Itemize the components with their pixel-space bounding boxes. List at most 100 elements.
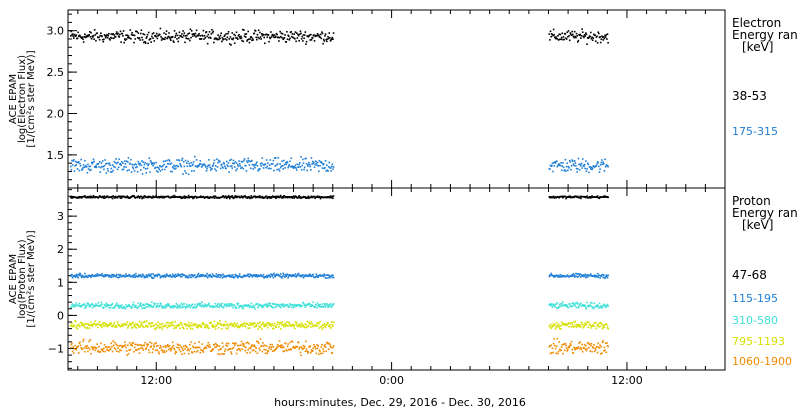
proton-data-point — [239, 325, 242, 328]
electron-data-point — [322, 163, 325, 165]
proton-data-point — [156, 324, 159, 327]
proton-data-point — [551, 306, 554, 308]
proton-data-point — [149, 346, 152, 349]
electron-data-point — [572, 35, 575, 38]
proton-data-point — [557, 350, 560, 353]
electron-data-point — [292, 36, 295, 39]
proton-data-point — [563, 343, 565, 345]
electron-data-point — [146, 35, 148, 38]
proton-data-point — [553, 338, 556, 340]
proton-data-point — [104, 350, 106, 353]
electron-data-point — [70, 30, 73, 33]
proton-data-point — [216, 321, 219, 324]
proton-data-point — [79, 344, 82, 347]
proton-data-point — [241, 304, 243, 307]
proton-data-point — [330, 196, 333, 199]
proton-data-point — [233, 322, 236, 324]
proton-data-point — [330, 326, 332, 329]
proton-data-point — [318, 322, 320, 325]
proton-data-point — [114, 326, 117, 329]
proton-data-point — [169, 305, 172, 308]
proton-data-point — [278, 304, 280, 307]
proton-data-point — [596, 275, 598, 277]
proton-data-point — [91, 273, 94, 276]
electron-data-point — [208, 164, 211, 166]
proton-data-point — [272, 324, 275, 327]
proton-data-point — [281, 324, 283, 326]
proton-data-point — [171, 276, 173, 278]
proton-data-point — [290, 275, 292, 278]
proton-data-point — [586, 341, 589, 344]
electron-data-point — [595, 36, 598, 38]
electron-data-point — [208, 36, 210, 39]
electron-data-point — [270, 36, 273, 38]
electron-data-point — [151, 35, 153, 38]
proton-data-point — [126, 354, 129, 356]
proton-data-point — [94, 320, 97, 322]
electron-data-point — [76, 161, 78, 164]
proton-data-point — [73, 324, 76, 327]
electron-data-point — [144, 161, 146, 164]
proton-data-point — [241, 307, 244, 310]
proton-data-point — [580, 197, 582, 200]
proton-data-point — [135, 323, 137, 325]
proton-data-point — [219, 304, 221, 307]
proton-data-point — [260, 274, 262, 276]
proton-data-point — [119, 349, 121, 351]
proton-data-point — [576, 195, 579, 198]
proton-data-point — [286, 345, 289, 348]
proton-data-point — [562, 352, 564, 355]
proton-data-point — [594, 321, 597, 324]
proton-data-point — [120, 195, 122, 198]
proton-data-point — [77, 196, 80, 199]
proton-data-point — [588, 195, 591, 198]
proton-data-point — [87, 347, 90, 349]
proton-data-point — [102, 275, 105, 277]
proton-data-point — [151, 196, 154, 199]
electron-data-point — [303, 37, 305, 40]
proton-data-point — [111, 195, 113, 198]
electron-data-point — [228, 38, 230, 40]
proton-data-point — [101, 303, 103, 306]
proton-data-point — [269, 324, 272, 326]
electron-data-point — [235, 162, 238, 164]
electron-data-point — [549, 30, 552, 33]
proton-data-point — [596, 196, 598, 199]
proton-data-point — [185, 324, 187, 327]
proton-data-point — [297, 273, 299, 276]
proton-data-point — [86, 345, 89, 347]
electron-data-point — [102, 40, 105, 43]
proton-data-point — [158, 304, 161, 307]
proton-data-point — [607, 274, 609, 277]
electron-data-point — [189, 28, 192, 31]
proton-data-point — [560, 305, 563, 308]
proton-data-point — [123, 275, 125, 277]
proton-data-point — [89, 196, 92, 199]
proton-data-point — [254, 275, 257, 278]
electron-data-point — [309, 165, 312, 168]
proton-data-point — [222, 345, 224, 348]
proton-data-point — [295, 323, 297, 326]
proton-data-point — [138, 326, 140, 328]
electron-data-point — [262, 167, 265, 169]
proton-data-point — [80, 347, 82, 349]
proton-data-point — [293, 305, 296, 308]
proton-legend-item: 795-1193 — [732, 335, 785, 348]
proton-data-point — [183, 352, 186, 355]
electron-data-point — [571, 159, 574, 161]
proton-data-point — [158, 196, 160, 199]
proton-data-point — [205, 304, 207, 307]
electron-data-point — [213, 159, 216, 162]
proton-data-point — [163, 351, 166, 354]
proton-data-point — [259, 275, 261, 277]
proton-data-point — [187, 194, 190, 197]
proton-data-point — [252, 349, 255, 351]
proton-data-point — [598, 302, 601, 305]
electron-data-point — [159, 27, 162, 30]
proton-data-point — [105, 302, 108, 305]
proton-data-point — [311, 349, 314, 352]
proton-data-point — [576, 303, 579, 305]
proton-data-point — [103, 344, 106, 346]
proton-data-point — [225, 305, 228, 308]
electron-data-point — [570, 168, 572, 171]
